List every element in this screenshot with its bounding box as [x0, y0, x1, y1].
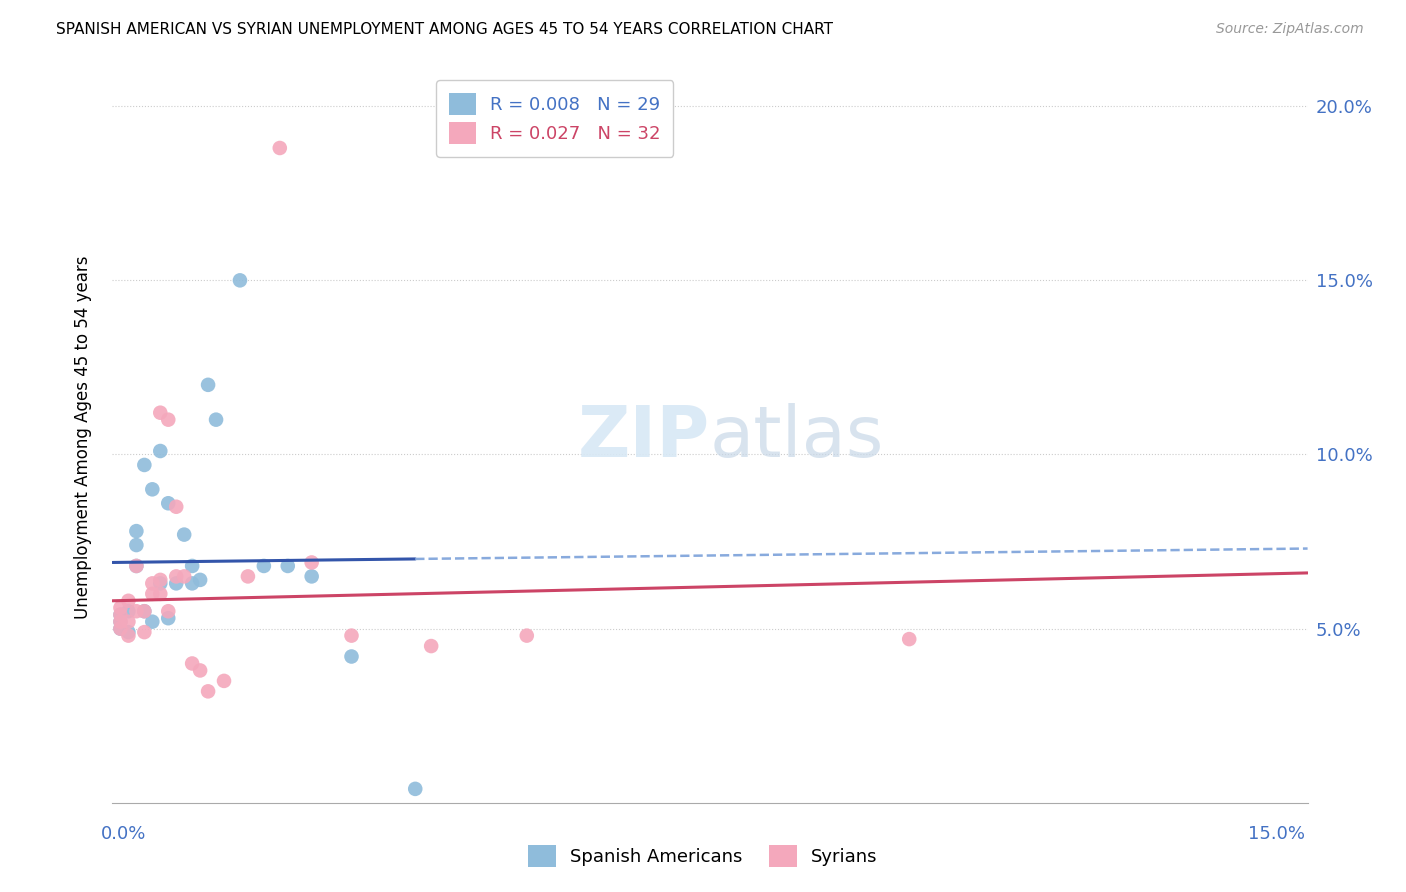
Point: [125, 604, 148, 618]
Point: [149, 573, 172, 587]
Point: [117, 625, 139, 640]
Text: Source: ZipAtlas.com: Source: ZipAtlas.com: [1216, 22, 1364, 37]
Point: [157, 611, 180, 625]
Point: [149, 576, 172, 591]
Text: ZIP: ZIP: [578, 402, 710, 472]
Point: [301, 556, 323, 570]
Point: [110, 607, 132, 622]
Point: [420, 639, 443, 653]
Point: [125, 558, 148, 573]
Point: [149, 406, 172, 420]
Point: [149, 444, 172, 458]
Point: [181, 657, 204, 671]
Point: [165, 576, 187, 591]
Point: [253, 558, 276, 573]
Point: [141, 615, 163, 629]
Text: atlas: atlas: [710, 402, 884, 472]
Point: [205, 412, 228, 426]
Point: [117, 615, 139, 629]
Point: [188, 664, 211, 678]
Point: [110, 607, 132, 622]
Point: [340, 629, 363, 643]
Point: [134, 625, 156, 640]
Point: [197, 377, 219, 392]
Point: [301, 569, 323, 583]
Point: [125, 538, 148, 552]
Point: [173, 527, 195, 541]
Point: [110, 615, 132, 629]
Point: [173, 569, 195, 583]
Point: [165, 500, 187, 514]
Point: [149, 587, 172, 601]
Point: [188, 573, 211, 587]
Point: [516, 629, 538, 643]
Point: [269, 141, 291, 155]
Point: [181, 558, 204, 573]
Legend: Spanish Americans, Syrians: Spanish Americans, Syrians: [522, 838, 884, 874]
Point: [181, 576, 204, 591]
Point: [110, 622, 132, 636]
Point: [277, 558, 299, 573]
Point: [141, 576, 163, 591]
Point: [117, 594, 139, 608]
Point: [340, 649, 363, 664]
Text: 0.0%: 0.0%: [101, 825, 146, 843]
Point: [157, 412, 180, 426]
Point: [157, 604, 180, 618]
Point: [110, 600, 132, 615]
Point: [141, 483, 163, 497]
Point: [236, 569, 259, 583]
Point: [134, 604, 156, 618]
Point: [157, 496, 180, 510]
Point: [110, 615, 132, 629]
Y-axis label: Unemployment Among Ages 45 to 54 years: Unemployment Among Ages 45 to 54 years: [73, 255, 91, 619]
Legend: R = 0.008   N = 29, R = 0.027   N = 32: R = 0.008 N = 29, R = 0.027 N = 32: [436, 80, 673, 157]
Point: [117, 629, 139, 643]
Point: [125, 524, 148, 538]
Point: [197, 684, 219, 698]
Point: [141, 587, 163, 601]
Point: [229, 273, 252, 287]
Point: [110, 622, 132, 636]
Point: [125, 558, 148, 573]
Point: [212, 673, 235, 688]
Point: [117, 604, 139, 618]
Point: [134, 604, 156, 618]
Point: [165, 569, 187, 583]
Text: SPANISH AMERICAN VS SYRIAN UNEMPLOYMENT AMONG AGES 45 TO 54 YEARS CORRELATION CH: SPANISH AMERICAN VS SYRIAN UNEMPLOYMENT …: [56, 22, 834, 37]
Text: 15.0%: 15.0%: [1247, 825, 1305, 843]
Point: [134, 458, 156, 472]
Point: [404, 781, 426, 796]
Point: [898, 632, 921, 646]
